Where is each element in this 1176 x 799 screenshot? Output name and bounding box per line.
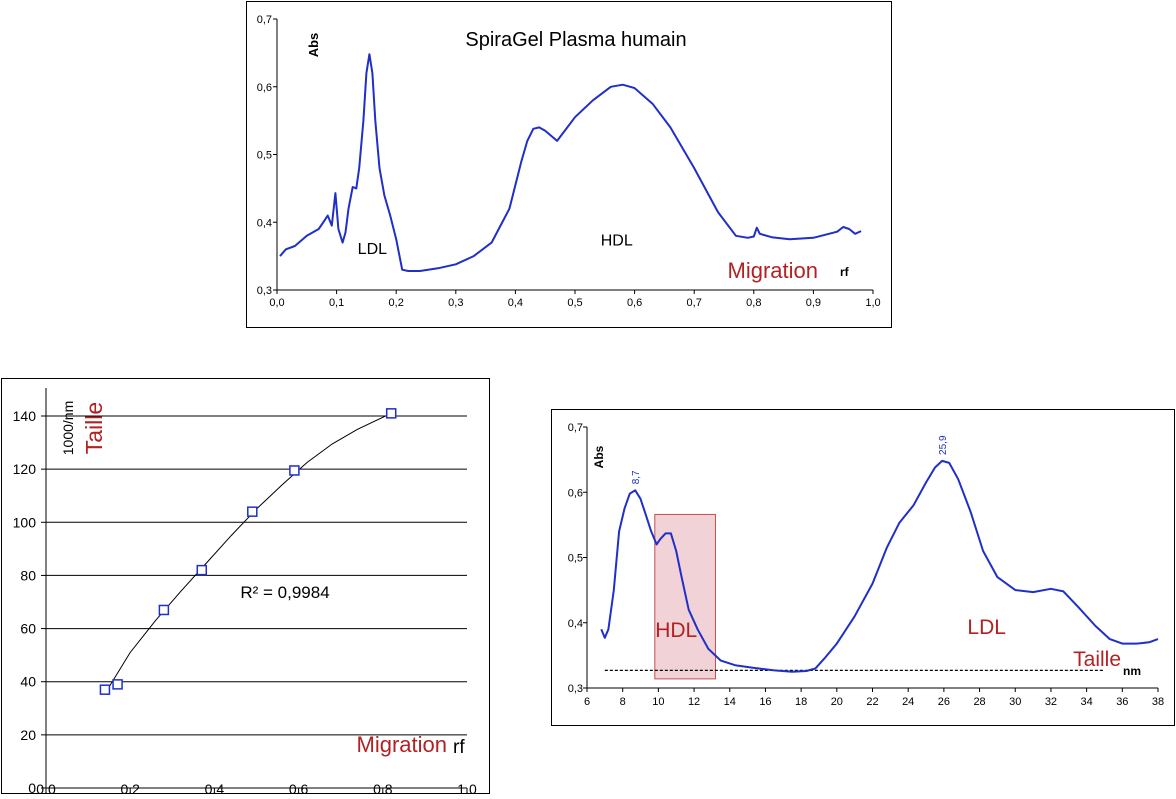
- x-tick-label: 28: [973, 696, 985, 708]
- chart-frame: [246, 1, 892, 328]
- annotation-label: HDL: [601, 232, 633, 249]
- y-tick-label: 0,7: [568, 422, 583, 434]
- y-tick-label: 0,4: [257, 217, 272, 229]
- x-tick-label: 0,2: [120, 781, 140, 794]
- peak-label: 8,7: [631, 470, 642, 484]
- annotation-label: HDL: [655, 619, 697, 642]
- y-tick-label: 0,4: [568, 618, 583, 630]
- x-tick-label: 24: [902, 696, 914, 708]
- x-tick-label: 0,8: [373, 781, 393, 794]
- series-line: [600, 459, 1159, 673]
- x-tick-label: 20: [831, 696, 843, 708]
- y-tick-label: 40: [20, 674, 36, 690]
- data-point: [158, 604, 170, 616]
- x-tick-label: 0,0: [36, 781, 56, 794]
- annotation-label: LDL: [967, 616, 1006, 639]
- series-line: [279, 53, 862, 272]
- x-tick-label: 0,4: [205, 781, 225, 794]
- y-axis-caption: Taille: [81, 402, 107, 454]
- x-tick-label: 0,7: [687, 297, 702, 309]
- y-tick-label: 0,7: [257, 14, 272, 26]
- x-tick-label: 0,6: [289, 781, 309, 794]
- x-tick-label: 22: [866, 696, 878, 708]
- y-tick-label: 0,3: [257, 285, 272, 297]
- x-tick-label: 14: [724, 696, 736, 708]
- x-tick-label: 0,1: [329, 297, 344, 309]
- y-axis-label: Abs: [592, 445, 606, 468]
- data-point: [196, 564, 208, 576]
- calibration-chart-panel: 1000/nm Taille Migration rf R² = 0,9984 …: [1, 378, 490, 797]
- y-tick-label: 120: [13, 461, 37, 477]
- y-tick-label: 0,6: [257, 82, 272, 94]
- x-tick-label: 36: [1116, 696, 1128, 708]
- x-axis-unit: rf: [840, 265, 850, 279]
- y-tick-label: 0,5: [568, 553, 583, 565]
- y-axis-label: Abs: [306, 33, 321, 58]
- chart-title: SpiraGel Plasma humain: [465, 29, 686, 51]
- r2-label: R² = 0,9984: [240, 583, 329, 602]
- x-tick-label: 0,9: [806, 297, 821, 309]
- calibration-chart: 1000/nm Taille Migration rf R² = 0,9984 …: [1, 378, 490, 797]
- x-axis-unit: nm: [1123, 664, 1141, 678]
- trendline: [104, 412, 392, 694]
- y-tick-label: 0,6: [568, 487, 583, 499]
- x-tick-label: 0,0: [269, 297, 284, 309]
- x-tick-label: 30: [1009, 696, 1021, 708]
- size-chart-panel: Abs Taille nm 0,3 0,4 0,5 0,6 0,7 6 8 10 12 14 16 1…: [551, 409, 1175, 726]
- y-tick-label: 60: [20, 621, 36, 637]
- data-point: [247, 506, 258, 517]
- y-tick-label: 0,5: [257, 150, 272, 162]
- migration-chart: SpiraGel Plasma humain Abs Migration rf …: [246, 1, 892, 328]
- y-tick-label: 80: [20, 567, 36, 583]
- x-tick-label: 0,3: [448, 297, 463, 309]
- x-tick-label: 16: [759, 696, 771, 708]
- x-tick-label: 0,2: [389, 297, 404, 309]
- data-point: [99, 684, 111, 695]
- data-point: [385, 408, 397, 419]
- chart-frame: [551, 409, 1175, 726]
- x-tick-label: 12: [688, 696, 700, 708]
- x-tick-label: 26: [938, 696, 950, 708]
- y-tick-label: 0,3: [568, 683, 583, 695]
- y-tick-label: 0: [28, 780, 36, 794]
- size-chart: Abs Taille nm 0,3 0,4 0,5 0,6 0,7 6 8 10 12 14 16 1…: [551, 409, 1175, 726]
- x-axis-caption: Taille: [1073, 648, 1121, 671]
- migration-chart-panel: SpiraGel Plasma humain Abs Migration rf …: [246, 1, 892, 328]
- y-axis-label: 1000/nm: [60, 401, 76, 455]
- x-tick-label: 34: [1081, 696, 1093, 708]
- x-tick-label: 10: [652, 696, 664, 708]
- x-tick-label: 0,8: [746, 297, 761, 309]
- x-axis-caption: Migration: [357, 732, 447, 757]
- data-point: [112, 679, 123, 690]
- x-tick-label: 6: [584, 696, 590, 708]
- x-tick-label: 0,6: [627, 297, 642, 309]
- data-point: [289, 465, 300, 476]
- y-tick-label: 100: [13, 514, 37, 530]
- x-tick-label: 1,0: [865, 297, 880, 309]
- y-tick-label: 20: [20, 727, 36, 743]
- x-tick-label: 18: [795, 696, 807, 708]
- x-tick-label: 0,4: [508, 297, 523, 309]
- x-tick-label: 0,5: [567, 297, 582, 309]
- x-tick-label: 38: [1152, 696, 1164, 708]
- y-tick-label: 140: [13, 408, 37, 424]
- x-axis-caption: Migration: [728, 258, 818, 283]
- x-tick-label: 1,0: [457, 781, 477, 794]
- x-tick-label: 8: [620, 696, 626, 708]
- annotation-label: LDL: [358, 241, 387, 258]
- chart-frame: [1, 378, 490, 794]
- x-tick-label: 32: [1045, 696, 1057, 708]
- x-axis-unit: rf: [453, 737, 465, 758]
- peak-label: 25,9: [938, 435, 949, 455]
